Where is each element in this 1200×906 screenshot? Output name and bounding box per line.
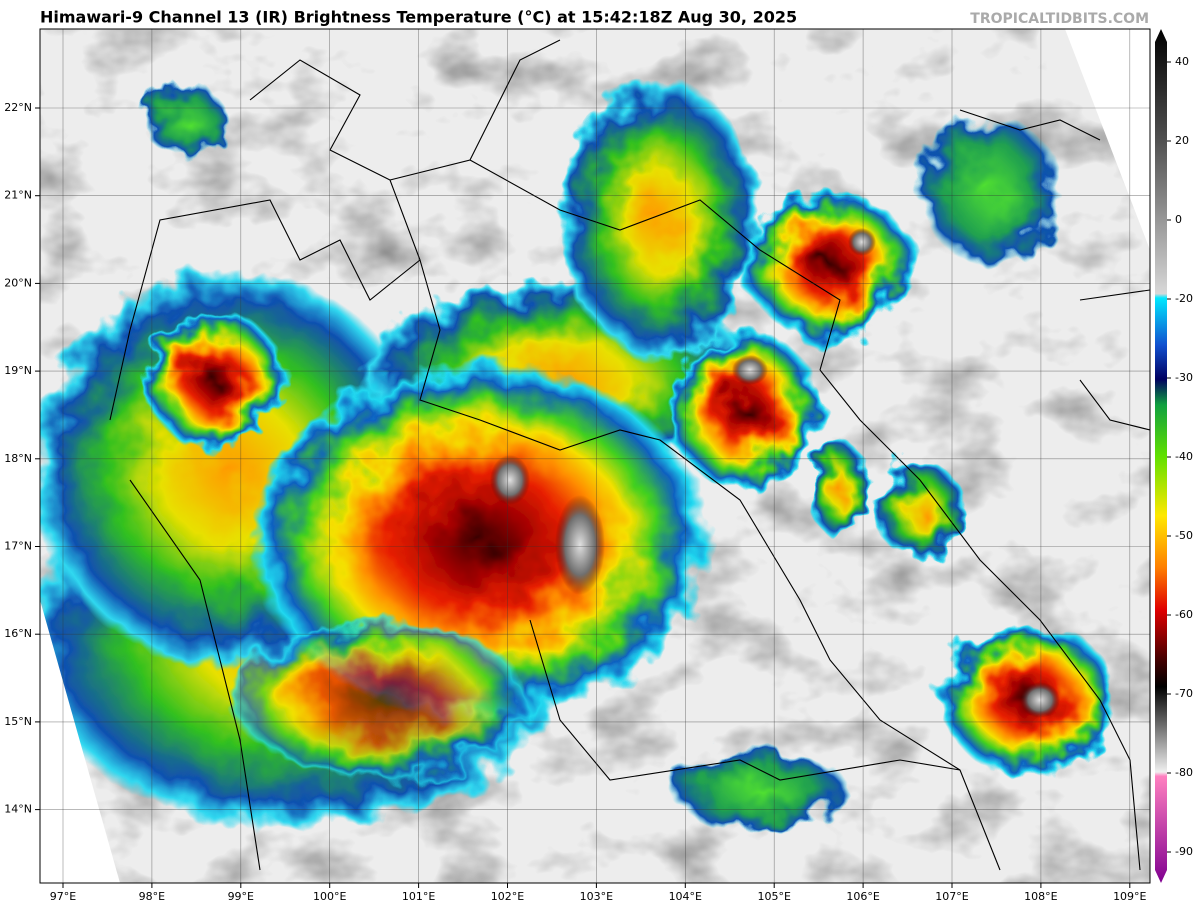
longitude-label: 108°E [1024, 890, 1057, 903]
longitude-label: 99°E [228, 890, 254, 903]
colorbar-label: -20 [1175, 292, 1193, 305]
colorbar-label: -40 [1175, 450, 1193, 463]
longitude-label: 102°E [491, 890, 524, 903]
latitude-label: 18°N [4, 452, 32, 465]
latitude-label: 16°N [4, 627, 32, 640]
colorbar-label: 0 [1175, 213, 1182, 226]
colorbar-label: -60 [1175, 608, 1193, 621]
latitude-label: 14°N [4, 803, 32, 816]
satellite-image [40, 29, 1150, 883]
watermark: TROPICALTIDBITS.COM [970, 11, 1149, 27]
colorbar-label: -50 [1175, 529, 1193, 542]
latitude-label: 20°N [4, 276, 32, 289]
longitude-label: 104°E [669, 890, 702, 903]
longitude-label: 101°E [402, 890, 435, 903]
latitude-label: 22°N [4, 101, 32, 114]
colorbar [1155, 29, 1167, 883]
longitude-label: 97°E [50, 890, 76, 903]
colorbar-label: 40 [1175, 55, 1189, 68]
longitude-label: 106°E [846, 890, 879, 903]
colorbar-label: -80 [1175, 766, 1193, 779]
longitude-label: 98°E [139, 890, 165, 903]
colorbar-label: -30 [1175, 371, 1193, 384]
latitude-label: 15°N [4, 715, 32, 728]
longitude-label: 109°E [1113, 890, 1146, 903]
colorbar-label: -70 [1175, 687, 1193, 700]
longitude-label: 105°E [757, 890, 790, 903]
colorbar-label: 20 [1175, 134, 1189, 147]
longitude-label: 100°E [313, 890, 346, 903]
longitude-label: 103°E [580, 890, 613, 903]
latitude-label: 21°N [4, 189, 32, 202]
colorbar-label: -90 [1175, 845, 1193, 858]
map-frame [39, 28, 1151, 884]
latitude-label: 17°N [4, 540, 32, 553]
title: Himawari-9 Channel 13 (IR) Brightness Te… [40, 8, 797, 27]
longitude-label: 107°E [935, 890, 968, 903]
latitude-label: 19°N [4, 364, 32, 377]
